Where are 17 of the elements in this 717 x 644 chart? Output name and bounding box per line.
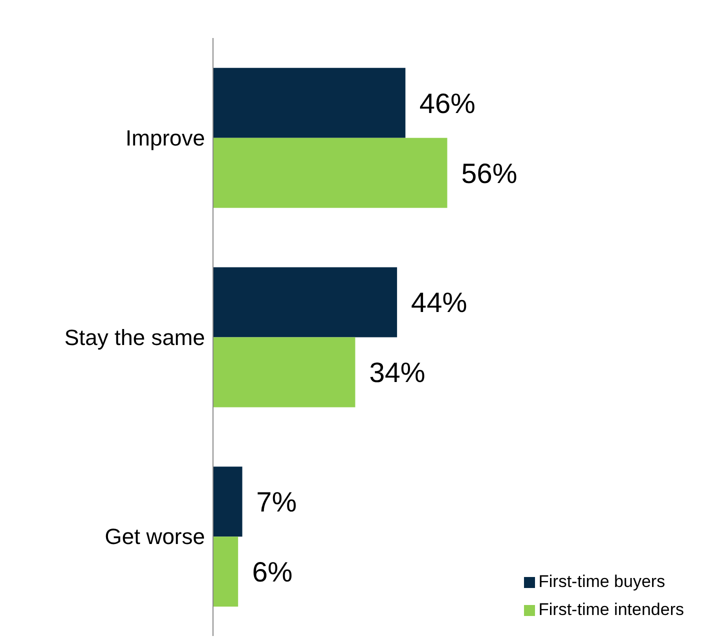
data-label: 7% <box>256 486 297 518</box>
bar <box>213 267 398 338</box>
legend-label: First-time buyers <box>538 572 666 591</box>
bar <box>213 337 356 408</box>
data-label: 44% <box>411 287 468 318</box>
data-label: 56% <box>461 158 518 189</box>
bar <box>213 68 406 138</box>
bar <box>213 536 238 607</box>
y-tick-label: Improve <box>126 125 205 150</box>
bar <box>213 138 448 208</box>
y-tick-label: Get worse <box>104 524 205 550</box>
legend-label: First-time intenders <box>538 600 684 619</box>
y-tick-label: Stay the same <box>64 324 205 350</box>
data-label: 46% <box>419 88 476 119</box>
data-label: 34% <box>369 357 426 388</box>
data-label: 6% <box>252 556 293 588</box>
bar <box>213 466 242 537</box>
